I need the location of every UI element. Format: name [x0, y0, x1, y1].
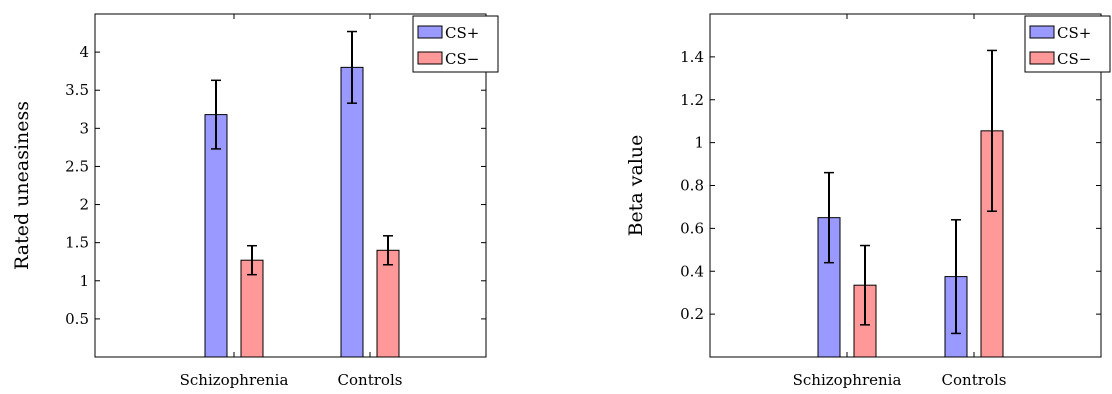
y-tick-label: 1: [79, 272, 89, 290]
x-tick-label: Controls: [338, 371, 403, 389]
y-tick-label: 0.5: [65, 310, 89, 328]
legend-label: CS−: [445, 50, 479, 68]
y-tick-label: 1.5: [65, 234, 89, 252]
legend-label: CS−: [1057, 50, 1091, 68]
x-tick-label: Controls: [942, 371, 1007, 389]
y-tick-label: 1.2: [680, 91, 704, 109]
y-tick-label: 2: [79, 196, 89, 214]
y-axis-title: Beta value: [625, 135, 647, 237]
legend: CS+ CS−: [1024, 15, 1111, 73]
y-tick-label: 4: [79, 43, 89, 61]
bar-CS+-Schizophrenia: [204, 114, 228, 358]
y-tick-label: 1: [694, 134, 704, 152]
plot-frame: [94, 13, 487, 358]
legend-swatch: [417, 25, 443, 39]
legend-swatch: [417, 51, 443, 65]
chart-panel-1: 0.5 1 1.5 2 2.5 3 3.5 4 Rated uneasiness Schizoph…: [11, 13, 499, 389]
y-tick-label: 0.8: [680, 177, 704, 195]
legend-swatch: [1029, 25, 1055, 39]
bar-CS+-Controls: [340, 66, 364, 358]
y-tick-label: 2.5: [65, 157, 89, 175]
y-tick-label: 0.2: [680, 305, 704, 323]
legend-swatch: [1029, 51, 1055, 65]
y-axis-title: Rated uneasiness: [11, 101, 33, 270]
legend-label: CS+: [445, 24, 479, 42]
bar-CS−-Controls: [376, 249, 400, 358]
legend-label: CS+: [1057, 24, 1091, 42]
y-tick-label: 0.4: [680, 262, 704, 280]
x-tick-label: Schizophrenia: [793, 371, 902, 389]
chart-panel-2: 0.2 0.4 0.6 0.8 1 1.2 1.4 Beta value Schizophren…: [625, 13, 1111, 389]
y-tick-label: 3.5: [65, 81, 89, 99]
x-tick-label: Schizophrenia: [180, 371, 289, 389]
y-tick-label: 1.4: [680, 48, 704, 66]
y-tick-label: 3: [79, 119, 89, 137]
legend: CS+ CS−: [412, 15, 499, 73]
y-tick-label: 0.6: [680, 219, 704, 237]
